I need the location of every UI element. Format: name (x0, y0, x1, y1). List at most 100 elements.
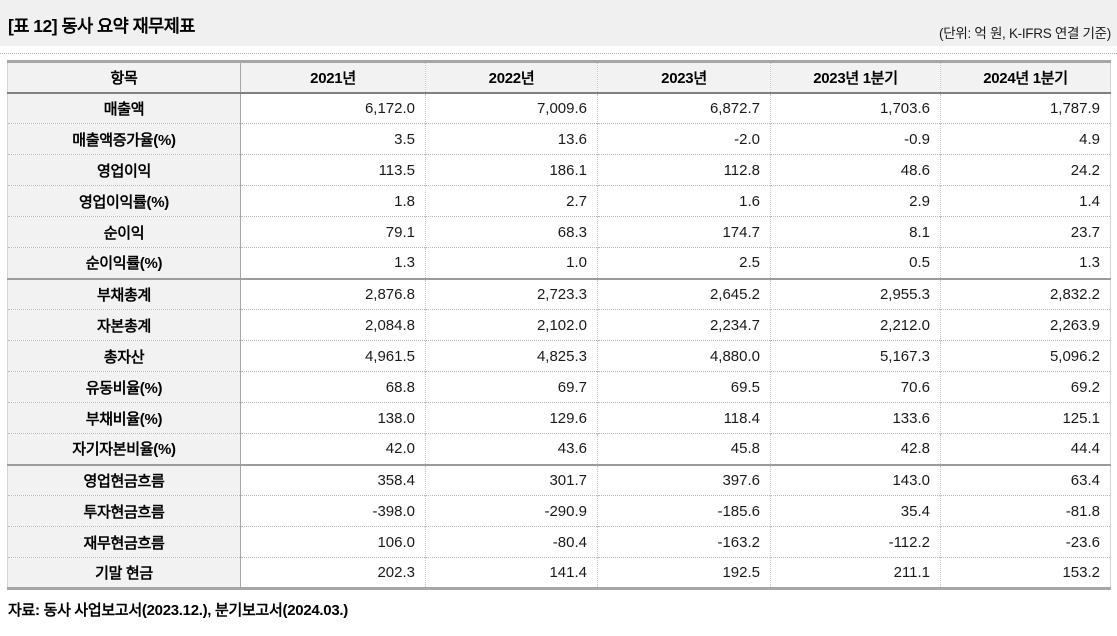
cell-value: 211.1 (770, 557, 941, 589)
table-row: 유동비율(%) 68.8 69.7 69.5 70.6 69.2 (7, 371, 1111, 403)
cell-value: 2,955.3 (770, 277, 941, 310)
cell-value: 2.7 (425, 185, 598, 217)
cell-value: 45.8 (597, 433, 771, 465)
cell-value: 24.2 (940, 154, 1111, 186)
row-label: 매출액 (7, 92, 241, 124)
cell-value: 113.5 (240, 154, 426, 186)
row-label: 영업이익률(%) (7, 185, 241, 217)
table-title: [표 12] 동사 요약 재무제표 (8, 16, 195, 36)
cell-value: 2,102.0 (425, 309, 598, 341)
source-note: 자료: 동사 사업보고서(2023.12.), 분기보고서(2024.03.) (8, 602, 348, 619)
cell-value: 358.4 (240, 463, 426, 496)
cell-value: -80.4 (425, 526, 598, 558)
cell-value: 1.4 (940, 185, 1111, 217)
cell-value: 118.4 (597, 402, 771, 434)
cell-value: 1,703.6 (770, 92, 941, 124)
cell-value: 79.1 (240, 216, 426, 248)
cell-value: 42.8 (770, 433, 941, 465)
cell-value: 2,645.2 (597, 277, 771, 310)
cell-value: -290.9 (425, 495, 598, 527)
cell-value: 69.7 (425, 371, 598, 403)
table-row: 자기자본비율(%) 42.0 43.6 45.8 42.8 44.4 (7, 433, 1111, 465)
cell-value: 4.9 (940, 123, 1111, 155)
cell-value: 2,723.3 (425, 277, 598, 310)
cell-value: 44.4 (940, 433, 1111, 465)
cell-value: 2,084.8 (240, 309, 426, 341)
cell-value: 68.8 (240, 371, 426, 403)
table-header-row: 항목 2021년 2022년 2023년 2023년 1분기 2024년 1분기 (7, 61, 1111, 94)
row-label: 순이익률(%) (7, 247, 241, 279)
cell-value: 2,876.8 (240, 277, 426, 310)
table-row: 매출액증가율(%) 3.5 13.6 -2.0 -0.9 4.9 (7, 123, 1111, 155)
cell-value: 186.1 (425, 154, 598, 186)
cell-value: 2,832.2 (940, 277, 1111, 310)
row-label: 부채비율(%) (7, 402, 241, 434)
cell-value: 5,167.3 (770, 340, 941, 372)
cell-value: 2.5 (597, 247, 771, 279)
cell-value: -112.2 (770, 526, 941, 558)
row-label: 기말 현금 (7, 557, 241, 589)
table-row: 기말 현금 202.3 141.4 192.5 211.1 153.2 (7, 557, 1111, 589)
cell-value: 3.5 (240, 123, 426, 155)
cell-value: 1.8 (240, 185, 426, 217)
cell-value: 23.7 (940, 216, 1111, 248)
cell-value: 2,234.7 (597, 309, 771, 341)
table-row: 영업현금흐름 358.4 301.7 397.6 143.0 63.4 (7, 463, 1111, 496)
cell-value: 1.6 (597, 185, 771, 217)
cell-value: 192.5 (597, 557, 771, 589)
cell-value: 1.0 (425, 247, 598, 279)
unit-note: (단위: 억 원, K-IFRS 연결 기준) (939, 26, 1111, 41)
column-header-item: 항목 (7, 61, 241, 94)
cell-value: 7,009.6 (425, 92, 598, 124)
cell-value: -398.0 (240, 495, 426, 527)
row-label: 영업현금흐름 (7, 463, 241, 496)
title-banner: [표 12] 동사 요약 재무제표 (단위: 억 원, K-IFRS 연결 기준… (0, 0, 1117, 46)
cell-value: 143.0 (770, 463, 941, 496)
column-header-2022: 2022년 (425, 61, 598, 94)
cell-value: 6,872.7 (597, 92, 771, 124)
row-label: 유동비율(%) (7, 371, 241, 403)
table-row: 재무현금흐름 106.0 -80.4 -163.2 -112.2 -23.6 (7, 526, 1111, 558)
column-header-2024q1: 2024년 1분기 (940, 61, 1111, 94)
cell-value: 68.3 (425, 216, 598, 248)
column-header-2023: 2023년 (597, 61, 771, 94)
cell-value: 138.0 (240, 402, 426, 434)
cell-value: 4,880.0 (597, 340, 771, 372)
cell-value: 1.3 (940, 247, 1111, 279)
cell-value: -0.9 (770, 123, 941, 155)
cell-value: 133.6 (770, 402, 941, 434)
cell-value: 4,961.5 (240, 340, 426, 372)
row-label: 자기자본비율(%) (7, 433, 241, 465)
cell-value: -81.8 (940, 495, 1111, 527)
cell-value: 2.9 (770, 185, 941, 217)
table-row: 매출액 6,172.0 7,009.6 6,872.7 1,703.6 1,78… (7, 92, 1111, 124)
cell-value: 13.6 (425, 123, 598, 155)
row-label: 재무현금흐름 (7, 526, 241, 558)
cell-value: 48.6 (770, 154, 941, 186)
table-row: 영업이익 113.5 186.1 112.8 48.6 24.2 (7, 154, 1111, 186)
cell-value: 125.1 (940, 402, 1111, 434)
row-label: 총자산 (7, 340, 241, 372)
row-label: 순이익 (7, 216, 241, 248)
cell-value: -163.2 (597, 526, 771, 558)
cell-value: 1,787.9 (940, 92, 1111, 124)
cell-value: 301.7 (425, 463, 598, 496)
cell-value: 69.5 (597, 371, 771, 403)
cell-value: 6,172.0 (240, 92, 426, 124)
cell-value: 2,212.0 (770, 309, 941, 341)
table-row: 영업이익률(%) 1.8 2.7 1.6 2.9 1.4 (7, 185, 1111, 217)
cell-value: 43.6 (425, 433, 598, 465)
cell-value: 141.4 (425, 557, 598, 589)
cell-value: 8.1 (770, 216, 941, 248)
cell-value: 112.8 (597, 154, 771, 186)
title-divider (0, 53, 1117, 54)
table-row: 순이익 79.1 68.3 174.7 8.1 23.7 (7, 216, 1111, 248)
table-row: 부채비율(%) 138.0 129.6 118.4 133.6 125.1 (7, 402, 1111, 434)
cell-value: 202.3 (240, 557, 426, 589)
table-row: 투자현금흐름 -398.0 -290.9 -185.6 35.4 -81.8 (7, 495, 1111, 527)
table-row: 순이익률(%) 1.3 1.0 2.5 0.5 1.3 (7, 247, 1111, 279)
cell-value: 63.4 (940, 463, 1111, 496)
cell-value: 2,263.9 (940, 309, 1111, 341)
column-header-2023q1: 2023년 1분기 (770, 61, 941, 94)
cell-value: 397.6 (597, 463, 771, 496)
